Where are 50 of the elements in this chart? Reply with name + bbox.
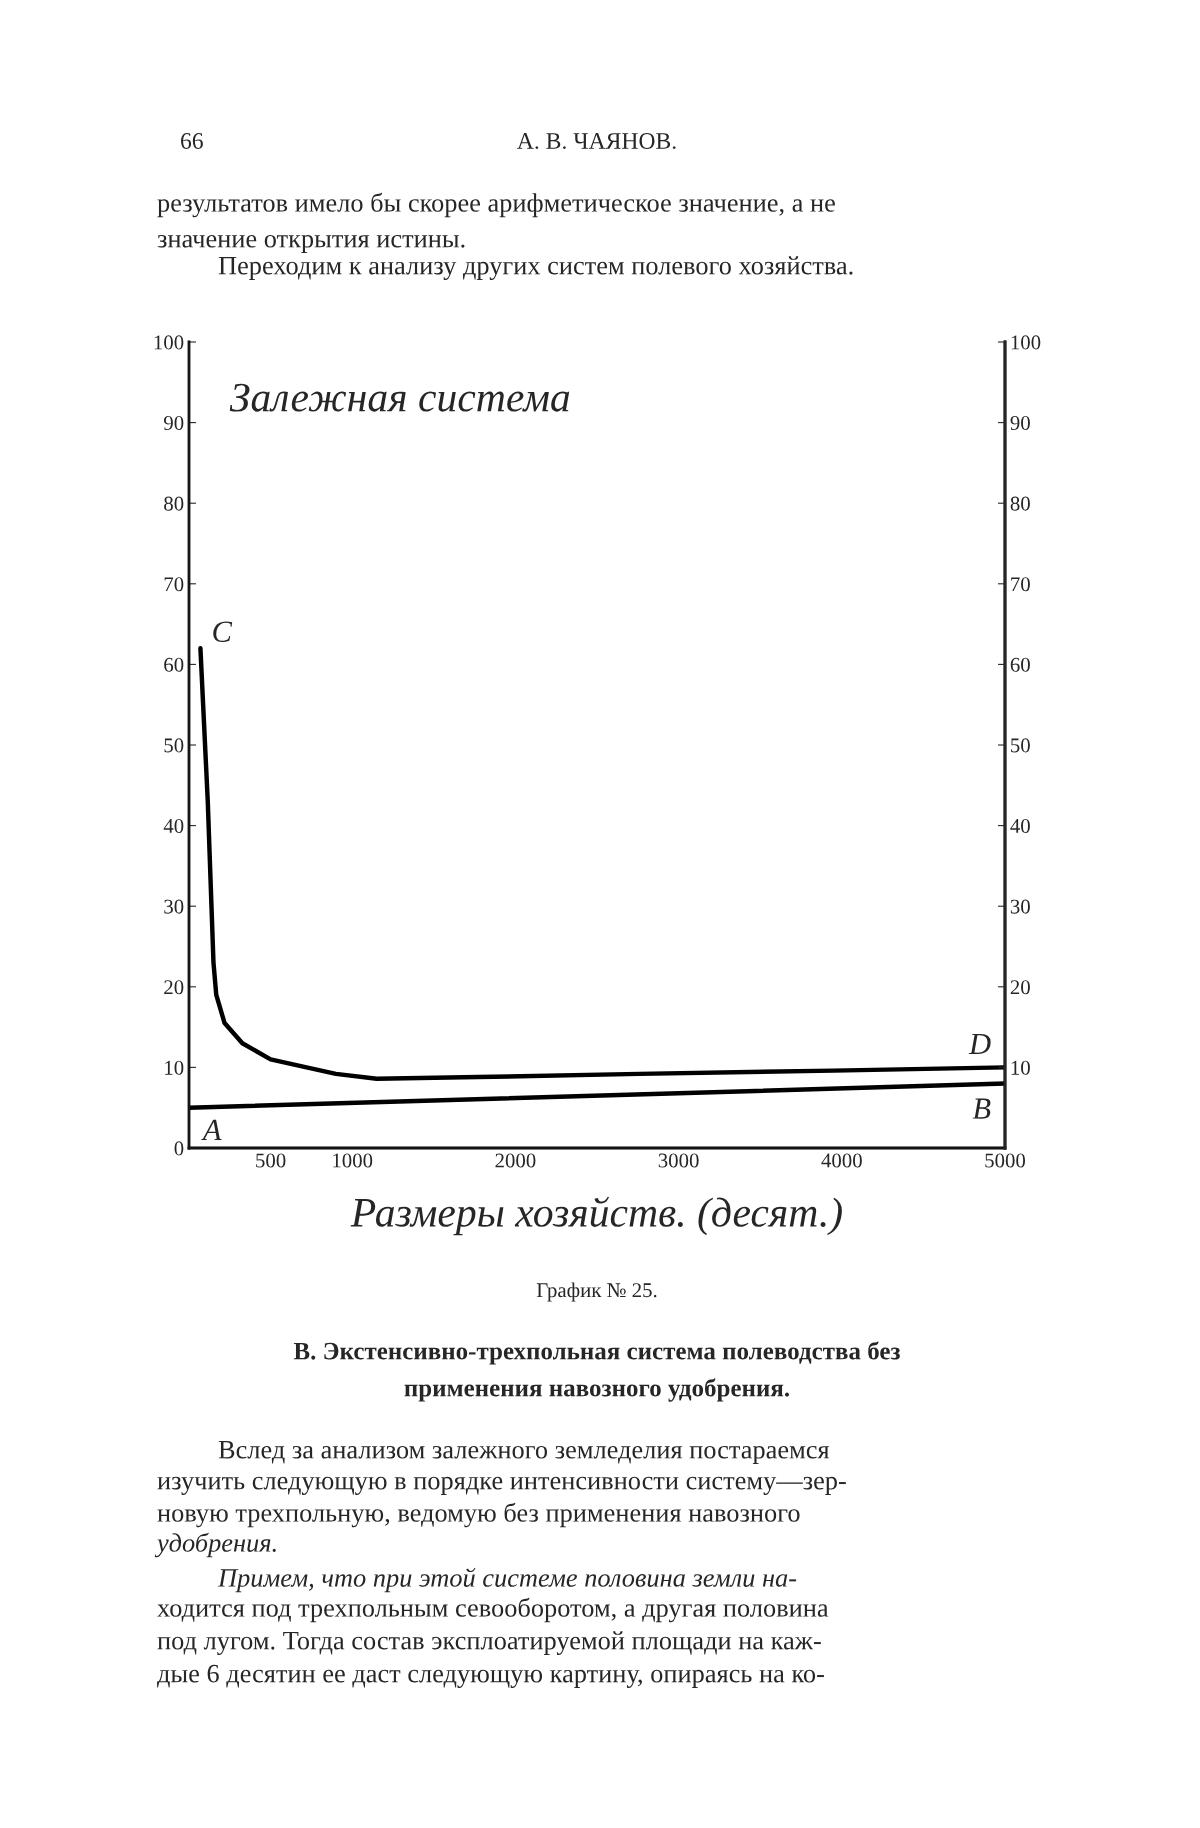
- text: результатов имело бы скорее арифметическое значение, а не: [157, 192, 835, 218]
- x-tick-label: 2000: [495, 1153, 536, 1168]
- text: 66: [181, 133, 203, 149]
- y2-tick-label: 90: [1010, 415, 1030, 431]
- text: под лугом. Тогда состав эксплоатируемой площади на каж-: [157, 1631, 821, 1655]
- annotation: C: [213, 621, 233, 643]
- y-tick-label: 20: [164, 980, 184, 995]
- y2-tick-label: 50: [1011, 738, 1030, 753]
- x-tick-label: 500: [256, 1153, 286, 1168]
- text: значение открытия истины.: [157, 234, 465, 253]
- y2-tick-label: 100: [1011, 335, 1041, 350]
- line-series: [198, 646, 1005, 1081]
- text: ходится под трехпольным севооборотом, а другая половина: [157, 1597, 829, 1623]
- x-tick-label: 3000: [658, 1153, 699, 1168]
- x-tick-label: 1000: [333, 1153, 373, 1168]
- text: Переходим к анализу других систем полевого хозяйства.: [218, 256, 853, 280]
- y2-tick-label: 60: [1010, 657, 1030, 672]
- text: Примем, что при этой системе половина земли на-: [217, 1567, 797, 1593]
- x-axis-title: Размеры хозяйств. (десят.): [350, 1196, 842, 1236]
- text: дые 6 десятин ее даст следующую картину, опираясь на ко-: [157, 1664, 824, 1688]
- y2-tick-label: 10: [1011, 1060, 1030, 1075]
- text: изучить следующую в порядке интенсивности систему—зер-: [157, 1476, 846, 1495]
- y-tick-label: 90: [163, 415, 184, 431]
- x-tick-label: 4000: [821, 1153, 862, 1168]
- y-tick-label: 30: [164, 899, 184, 914]
- text: График № 25.: [536, 1282, 657, 1302]
- y-tick-label: 0: [174, 1141, 184, 1156]
- y-tick-label: 10: [165, 1060, 184, 1075]
- y-tick-label: 60: [164, 657, 184, 672]
- y2-tick-label: 20: [1010, 980, 1030, 995]
- annotation: A: [201, 1119, 222, 1141]
- x-tick-label: 5000: [985, 1153, 1026, 1168]
- annotation: B: [972, 1098, 991, 1119]
- text: Вслед за анализом залежного земледелия постараемся: [218, 1441, 830, 1464]
- text: А. В. ЧАЯНОВ.: [517, 133, 676, 150]
- text: применения навозного удобрения.: [404, 1378, 790, 1402]
- text: новую трехпольную, ведомую без применения навозного: [157, 1502, 800, 1528]
- y-tick-label: 40: [163, 818, 184, 834]
- text: В. Экстенсивно-трехпольная система полеводства без: [293, 1341, 900, 1365]
- y2-tick-label: 80: [1010, 496, 1030, 511]
- y-tick-label: 70: [164, 577, 184, 592]
- y2-tick-label: 30: [1010, 899, 1030, 914]
- y2-tick-label: 40: [1010, 818, 1030, 834]
- y2-tick-label: 70: [1011, 577, 1030, 592]
- text: Залежная система: [229, 383, 570, 412]
- text: удобрения.: [154, 1532, 276, 1558]
- y-tick-label: 80: [164, 496, 184, 511]
- y-tick-label: 100: [154, 335, 184, 350]
- y-tick-label: 50: [164, 738, 184, 753]
- annotation: D: [968, 1033, 991, 1055]
